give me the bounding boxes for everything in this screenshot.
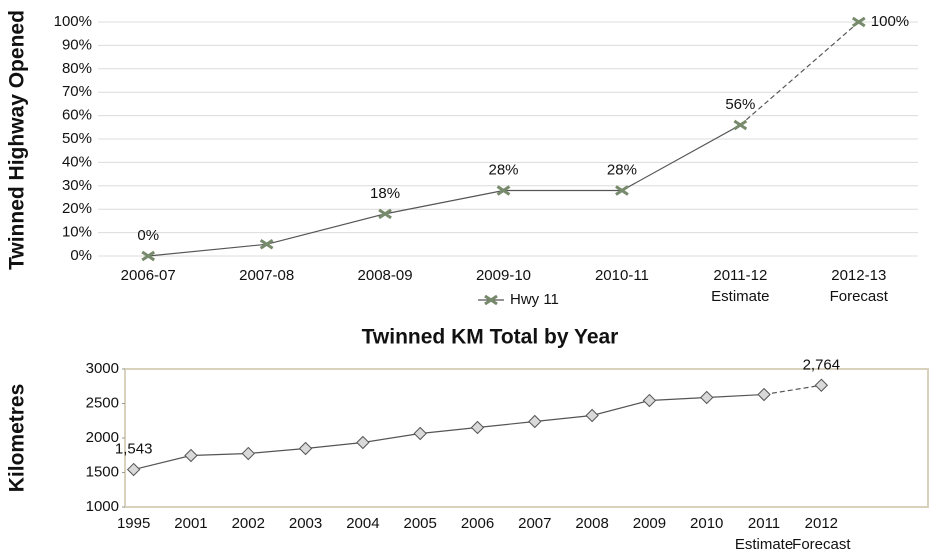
data-label: 28%: [488, 161, 518, 178]
marker: [642, 393, 657, 408]
marker: [298, 441, 313, 456]
x-tick-label: 2005: [404, 515, 437, 532]
data-label: 0%: [137, 227, 159, 244]
y-tick-label: 100%: [54, 13, 92, 30]
marker: [470, 420, 485, 435]
x-tick-label: 2011 Estimate: [735, 515, 793, 553]
x-tick-label: 2012 Forecast: [792, 515, 851, 553]
legend-marker: [484, 294, 498, 306]
marker: [378, 208, 392, 220]
marker: [413, 426, 427, 441]
y-tick-label: 70%: [62, 83, 92, 100]
y-axis-title: Twinned Highway Opened: [6, 10, 29, 270]
x-tick-label: 1995: [117, 515, 150, 532]
y-tick-label: 3000: [86, 360, 119, 377]
x-tick-label: 2008-09: [358, 267, 413, 284]
y-tick-label: 0%: [70, 247, 92, 264]
x-tick-label: 2006-07: [121, 267, 176, 284]
y-tick-label: 30%: [62, 177, 92, 194]
data-label: 1,543: [115, 441, 153, 458]
x-tick-label: 2012-13 Forecast: [830, 267, 889, 305]
y-tick-label: 2000: [86, 429, 119, 446]
x-tick-label: 2009: [633, 515, 666, 532]
x-tick-label: 2003: [289, 515, 322, 532]
y-tick-label: 60%: [62, 107, 92, 124]
x-tick-label: 2004: [346, 515, 379, 532]
y-tick-label: 90%: [62, 36, 92, 53]
y-tick-label: 50%: [62, 130, 92, 147]
x-tick-label: 2007-08: [239, 267, 294, 284]
marker: [700, 390, 714, 405]
series-line-dashed: [763, 384, 822, 396]
series-line: [148, 124, 741, 257]
data-label: 56%: [725, 96, 755, 113]
series-line: [133, 393, 765, 471]
y-axis-title: Kilometres: [6, 384, 29, 493]
marker: [356, 435, 370, 450]
data-label: 18%: [370, 185, 400, 202]
marker: [126, 462, 141, 477]
x-tick-label: 2011-12 Estimate: [711, 267, 769, 305]
data-label: 2,764: [803, 356, 841, 373]
series-line-dashed: [739, 21, 860, 126]
marker: [241, 446, 255, 461]
data-label: 100%: [871, 13, 909, 30]
marker: [733, 119, 748, 131]
marker: [585, 408, 599, 423]
marker: [528, 414, 542, 429]
y-tick-label: 2500: [86, 394, 119, 411]
x-tick-label: 2006: [461, 515, 494, 532]
x-tick-label: 2007: [518, 515, 551, 532]
chart-title: Twinned KM Total by Year: [362, 326, 619, 349]
x-tick-label: 2009-10: [476, 267, 531, 284]
marker: [757, 387, 771, 402]
plot-frame: [124, 368, 929, 508]
x-tick-label: 2010: [690, 515, 723, 532]
marker: [615, 185, 629, 196]
marker: [259, 239, 274, 250]
data-label: 28%: [607, 161, 637, 178]
marker: [851, 16, 866, 28]
y-tick-label: 40%: [62, 153, 92, 170]
marker: [814, 378, 829, 392]
x-tick-label: 2008: [575, 515, 608, 532]
y-tick-label: 1000: [86, 498, 119, 515]
y-tick-label: 80%: [62, 60, 92, 77]
y-tick-label: 10%: [62, 224, 92, 241]
y-tick-label: 1500: [86, 463, 119, 480]
x-tick-label: 2010-11: [595, 267, 649, 284]
marker: [496, 185, 511, 196]
x-tick-label: 2002: [232, 515, 265, 532]
y-tick-label: 20%: [62, 200, 92, 217]
marker: [184, 448, 198, 463]
marker: [141, 250, 156, 262]
x-tick-label: 2001: [174, 515, 207, 532]
legend-label: Hwy 11: [510, 291, 559, 308]
